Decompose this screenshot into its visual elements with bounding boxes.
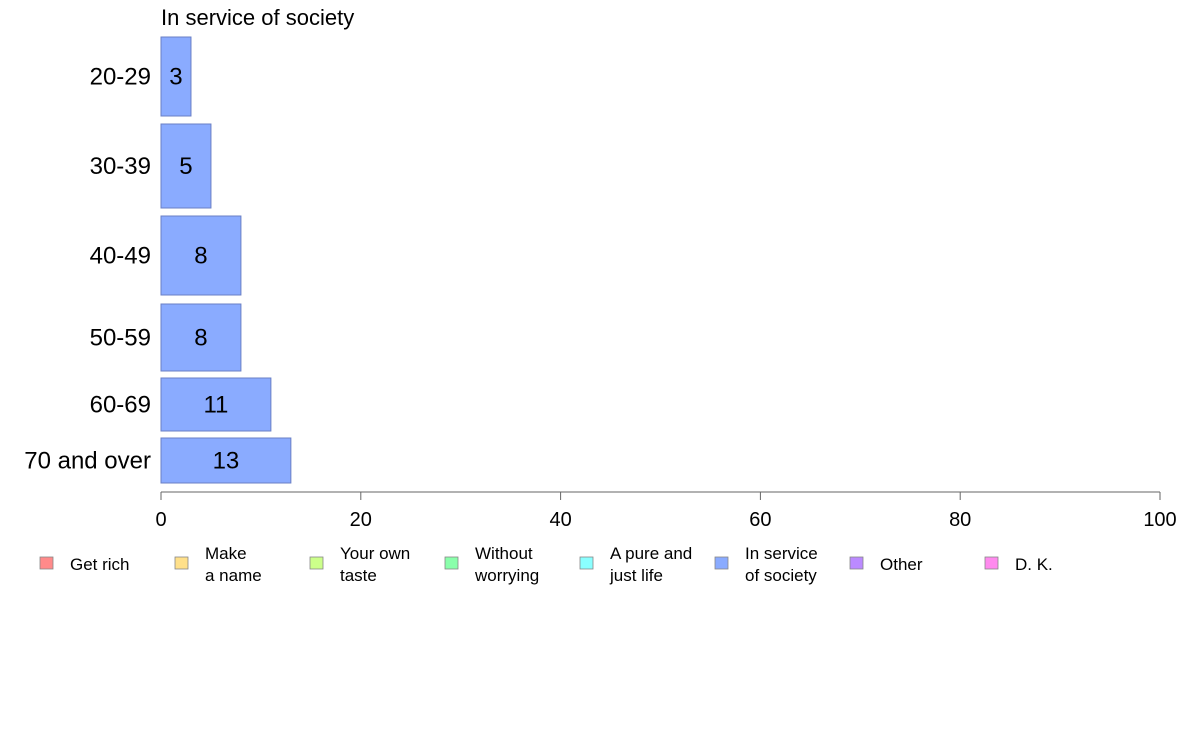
- legend-label: Get rich: [70, 555, 130, 574]
- legend-item: Other: [849, 555, 923, 574]
- legend-label-line: taste: [340, 566, 377, 585]
- legend-label: Other: [880, 555, 923, 574]
- x-tick-label: 60: [749, 509, 771, 531]
- legend: Get rich Make a name Your own taste Without wo…: [39, 544, 1053, 585]
- legend-item: Your own taste: [309, 544, 410, 585]
- x-tick-label: 20: [350, 509, 372, 531]
- legend-label-line: Make: [205, 544, 247, 563]
- bar-value-label: 8: [194, 243, 207, 270]
- legend-label-line: Without: [475, 544, 533, 563]
- legend-swatch: [984, 556, 999, 570]
- legend-swatch: [849, 556, 864, 570]
- legend-label: Your own taste: [340, 544, 410, 585]
- x-axis: 0 20 40 60 80 100: [155, 491, 1177, 531]
- legend-label: Without worrying: [474, 544, 539, 585]
- legend-swatch: [714, 556, 729, 570]
- legend-item: Make a name: [174, 544, 262, 585]
- bar-30-39: [160, 123, 212, 209]
- category-label: 20-29: [90, 64, 151, 91]
- x-tick-label: 0: [155, 509, 166, 531]
- legend-item: A pure and just life: [579, 544, 692, 585]
- legend-label: A pure and just life: [609, 544, 692, 585]
- legend-label: D. K.: [1015, 555, 1053, 574]
- legend-swatch: [309, 556, 324, 570]
- bar-60-69: [160, 377, 272, 432]
- legend-label: In service of society: [745, 544, 818, 585]
- legend-label-line: Get rich: [70, 555, 130, 574]
- legend-label-line: Other: [880, 555, 923, 574]
- category-label: 50-59: [90, 325, 151, 352]
- x-tick-label: 80: [949, 509, 971, 531]
- legend-item: In service of society: [714, 544, 818, 585]
- legend-label-line: Your own: [340, 544, 410, 563]
- bar-value-label: 5: [179, 153, 192, 180]
- legend-item: Get rich: [39, 555, 130, 574]
- bar-labels-group: 3 5 8 8 11 13: [169, 64, 239, 475]
- legend-swatch: [174, 556, 189, 570]
- legend-label: Make a name: [205, 544, 262, 585]
- bar-value-label: 11: [203, 392, 228, 419]
- legend-label-line: of society: [745, 566, 817, 585]
- bar-20-29: [160, 36, 192, 117]
- bar-value-label: 8: [194, 325, 207, 352]
- category-label: 70 and over: [24, 448, 151, 475]
- category-label: 60-69: [90, 392, 151, 419]
- legend-swatch: [579, 556, 594, 570]
- legend-label-line: In service: [745, 544, 818, 563]
- category-label: 40-49: [90, 243, 151, 270]
- category-label: 30-39: [90, 153, 151, 180]
- chart-title: In service of society: [161, 5, 354, 30]
- bar-50-59: [160, 303, 242, 372]
- bar-value-label: 3: [169, 64, 182, 91]
- legend-label-line: D. K.: [1015, 555, 1053, 574]
- category-labels-group: 20-29 30-39 40-49 50-59 60-69 70 and over: [24, 64, 151, 475]
- bar-value-label: 13: [213, 448, 240, 475]
- legend-label-line: just life: [609, 566, 663, 585]
- legend-swatch: [39, 556, 54, 570]
- x-tick-label: 40: [549, 509, 571, 531]
- legend-label-line: A pure and: [610, 544, 692, 563]
- legend-swatch: [444, 556, 459, 570]
- legend-item: D. K.: [984, 555, 1053, 574]
- x-tick-label: 100: [1143, 509, 1176, 531]
- bar-40-49: [160, 215, 242, 296]
- legend-label-line: worrying: [474, 566, 539, 585]
- legend-label-line: a name: [205, 566, 262, 585]
- bar-70-and-over: [160, 437, 292, 484]
- legend-item: Without worrying: [444, 544, 539, 585]
- bars-group: [160, 36, 292, 484]
